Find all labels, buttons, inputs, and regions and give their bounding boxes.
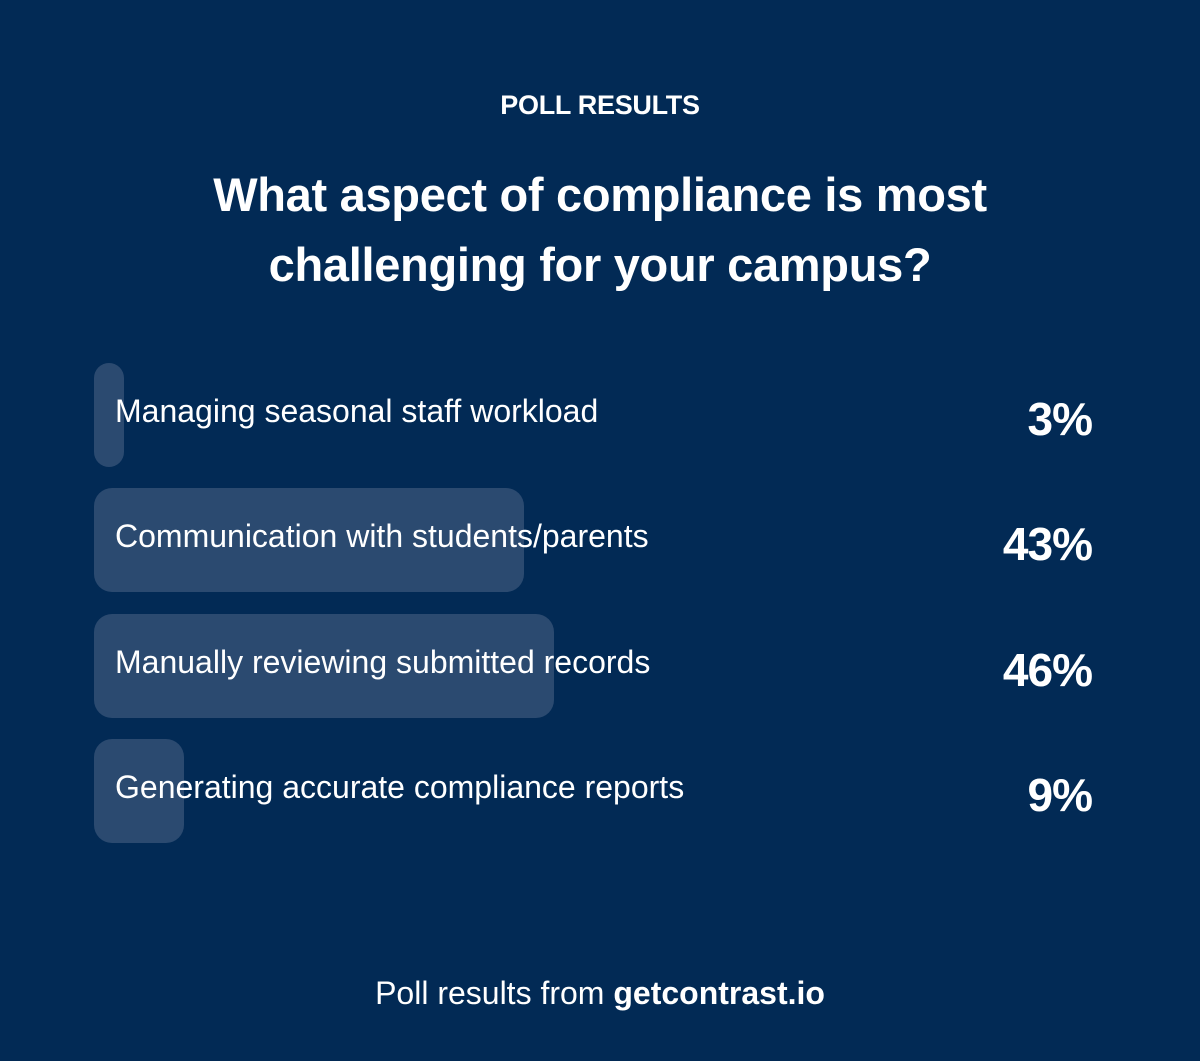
option-label: Manually reviewing submitted records bbox=[115, 643, 651, 680]
result-bar bbox=[94, 363, 124, 467]
poll-eyebrow: POLL RESULTS bbox=[500, 90, 700, 120]
poll-option-row: Communication with students/parents 43% bbox=[94, 488, 1094, 593]
result-bar bbox=[94, 613, 554, 718]
poll-results-list: Managing seasonal staff workload 3% Comm… bbox=[94, 363, 1094, 864]
footer-source: getcontrast.io bbox=[613, 975, 825, 1011]
poll-option-row: Managing seasonal staff workload 3% bbox=[94, 363, 1094, 467]
source-footer: Poll results from getcontrast.io bbox=[0, 975, 1200, 1012]
result-bar bbox=[94, 488, 524, 593]
result-bar bbox=[94, 738, 184, 843]
footer-prefix: Poll results from bbox=[375, 975, 614, 1011]
option-percent: 46% bbox=[1002, 643, 1093, 696]
option-label: Managing seasonal staff workload bbox=[115, 393, 599, 429]
option-label: Communication with students/parents bbox=[115, 518, 649, 555]
poll-option-row: Manually reviewing submitted records 46% bbox=[94, 613, 1094, 718]
option-label: Generating accurate compliance reports bbox=[115, 768, 685, 805]
option-percent: 3% bbox=[1027, 393, 1093, 445]
option-percent: 43% bbox=[1002, 518, 1093, 571]
option-percent: 9% bbox=[1027, 768, 1093, 821]
poll-option-row: Generating accurate compliance reports 9… bbox=[94, 738, 1094, 843]
poll-question-title: What aspect of compliance is most challe… bbox=[213, 168, 987, 291]
